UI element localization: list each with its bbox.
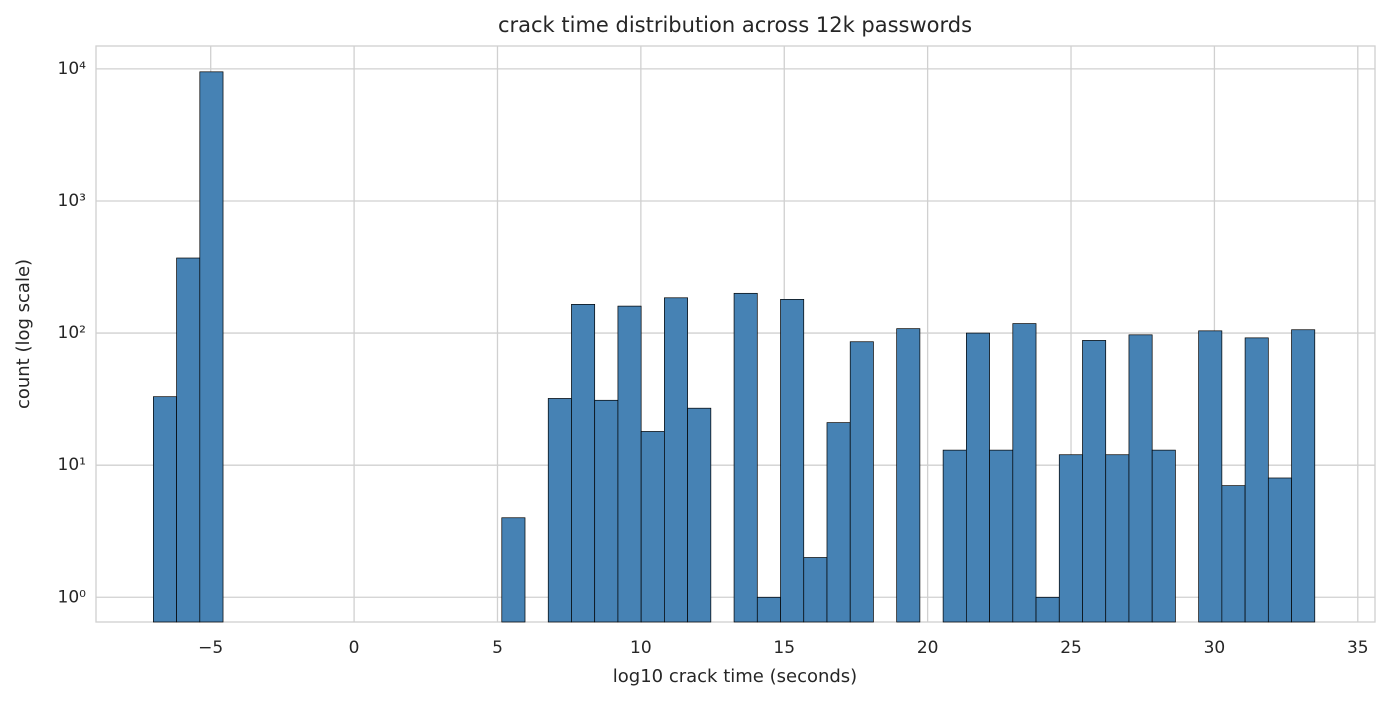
bar <box>1291 329 1316 623</box>
bar <box>826 422 851 623</box>
bar <box>594 399 619 623</box>
bar <box>153 396 177 623</box>
bar <box>1244 337 1269 623</box>
bar <box>966 332 990 623</box>
bar <box>896 328 921 623</box>
bar <box>687 407 712 623</box>
x-tick-label: 15 <box>773 638 795 658</box>
x-tick-label: −5 <box>198 638 223 658</box>
bar <box>1221 485 1246 623</box>
y-tick-label: 10² <box>58 323 86 343</box>
bar <box>571 304 596 623</box>
x-tick-label: 5 <box>492 638 503 658</box>
bar <box>1035 596 1060 623</box>
bar <box>780 299 805 623</box>
chart-title: crack time distribution across 12k passw… <box>498 13 972 37</box>
y-tick-label: 10³ <box>58 191 86 211</box>
bar <box>942 449 967 623</box>
bar <box>1012 323 1037 623</box>
bar <box>1151 449 1176 623</box>
bar <box>617 305 642 623</box>
x-tick-label: 0 <box>349 638 360 658</box>
y-tick-label: 10⁴ <box>58 59 87 79</box>
bar <box>199 71 224 623</box>
x-tick-label: 30 <box>1204 638 1226 658</box>
y-tick-label: 10¹ <box>58 455 86 475</box>
bar <box>1128 334 1153 623</box>
bar <box>547 398 572 623</box>
bar <box>849 341 874 623</box>
bar <box>989 449 1014 623</box>
bar <box>1198 330 1223 623</box>
bar <box>1267 477 1292 623</box>
bar <box>1082 340 1107 623</box>
bar <box>803 557 828 623</box>
bar <box>664 297 688 623</box>
y-tick-label: 10⁰ <box>58 587 87 607</box>
bar <box>1105 454 1130 623</box>
y-axis-label: count (log scale) <box>13 259 34 409</box>
bar <box>640 431 665 623</box>
x-tick-label: 20 <box>917 638 939 658</box>
bar <box>176 257 201 623</box>
bar <box>733 292 758 623</box>
bar <box>1058 454 1083 623</box>
bar <box>501 517 526 623</box>
x-tick-label: 35 <box>1347 638 1369 658</box>
x-axis-label: log10 crack time (seconds) <box>613 666 857 687</box>
x-tick-label: 25 <box>1060 638 1082 658</box>
x-tick-label: 10 <box>630 638 652 658</box>
bar <box>756 596 781 623</box>
